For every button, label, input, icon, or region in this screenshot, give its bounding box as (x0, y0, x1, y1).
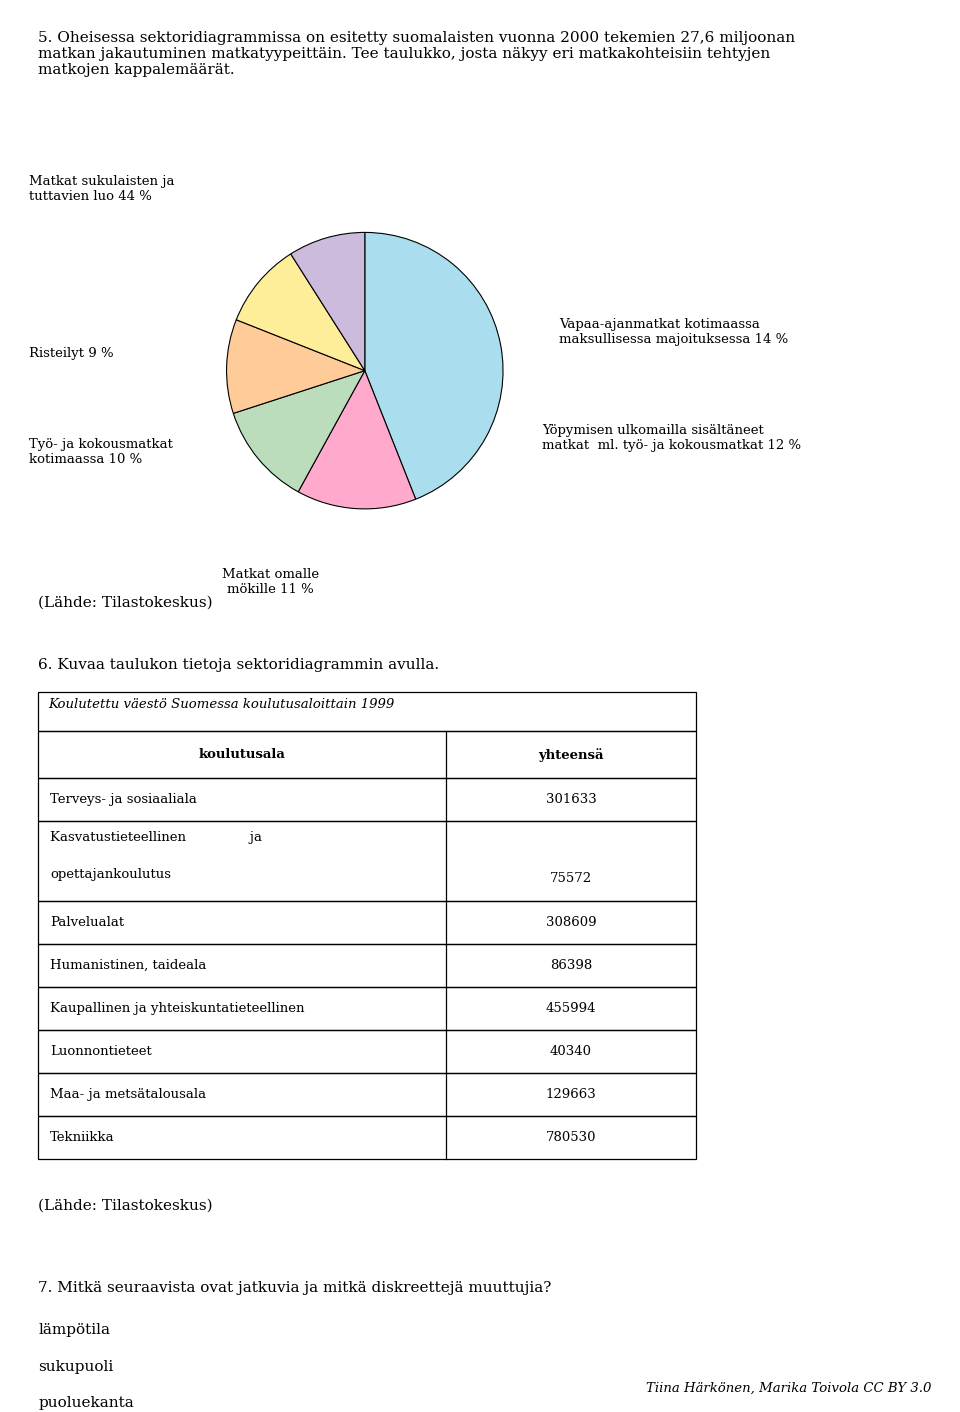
Text: Humanistinen, taideala: Humanistinen, taideala (50, 959, 206, 971)
Text: 86398: 86398 (550, 959, 592, 971)
Text: opettajankoulutus: opettajankoulutus (50, 867, 171, 881)
Wedge shape (299, 371, 416, 508)
Text: Luonnontieteet: Luonnontieteet (50, 1045, 152, 1058)
Text: (Lähde: Tilastokeskus): (Lähde: Tilastokeskus) (38, 596, 213, 610)
Text: Tiina Härkönen, Marika Toivola CC BY 3.0: Tiina Härkönen, Marika Toivola CC BY 3.0 (646, 1382, 931, 1395)
Text: 455994: 455994 (546, 1003, 596, 1015)
Text: 308609: 308609 (545, 916, 596, 929)
Text: yhteensä: yhteensä (539, 748, 604, 761)
Text: Terveys- ja sosiaaliala: Terveys- ja sosiaaliala (50, 794, 197, 806)
Text: Yöpymisen ulkomailla sisältäneet
matkat  ml. työ- ja kokousmatkat 12 %: Yöpymisen ulkomailla sisältäneet matkat … (542, 424, 802, 452)
Text: Työ- ja kokousmatkat
kotimaassa 10 %: Työ- ja kokousmatkat kotimaassa 10 % (29, 438, 173, 466)
Wedge shape (291, 233, 365, 371)
Text: (Lähde: Tilastokeskus): (Lähde: Tilastokeskus) (38, 1199, 213, 1213)
Text: Kasvatustieteellinen               ja: Kasvatustieteellinen ja (50, 830, 262, 844)
Text: Palvelualat: Palvelualat (50, 916, 124, 929)
Text: 75572: 75572 (550, 873, 592, 885)
Wedge shape (233, 371, 365, 491)
Text: 301633: 301633 (545, 794, 596, 806)
Wedge shape (227, 319, 365, 414)
Text: 780530: 780530 (546, 1131, 596, 1144)
Text: Maa- ja metsätalousala: Maa- ja metsätalousala (50, 1089, 206, 1101)
Text: Risteilyt 9 %: Risteilyt 9 % (29, 347, 113, 360)
Text: Kaupallinen ja yhteiskuntatieteellinen: Kaupallinen ja yhteiskuntatieteellinen (50, 1003, 304, 1015)
Wedge shape (365, 233, 503, 500)
Text: Matkat omalle
mökille 11 %: Matkat omalle mökille 11 % (222, 568, 320, 596)
Text: sukupuoli: sukupuoli (38, 1360, 113, 1374)
Text: Matkat sukulaisten ja
tuttavien luo 44 %: Matkat sukulaisten ja tuttavien luo 44 % (29, 175, 175, 203)
Text: 6. Kuvaa taulukon tietoja sektoridiagrammin avulla.: 6. Kuvaa taulukon tietoja sektoridiagram… (38, 658, 440, 672)
Text: puoluekanta: puoluekanta (38, 1396, 134, 1411)
Text: Tekniikka: Tekniikka (50, 1131, 114, 1144)
Text: lämpötila: lämpötila (38, 1323, 110, 1337)
Text: Koulutettu väestö Suomessa koulutusaloittain 1999: Koulutettu väestö Suomessa koulutusaloit… (48, 698, 395, 710)
Text: 40340: 40340 (550, 1045, 592, 1058)
Text: 129663: 129663 (545, 1089, 596, 1101)
Wedge shape (236, 254, 365, 371)
Text: koulutusala: koulutusala (199, 748, 286, 761)
Text: 7. Mitkä seuraavista ovat jatkuvia ja mitkä diskreettejä muuttujia?: 7. Mitkä seuraavista ovat jatkuvia ja mi… (38, 1281, 552, 1295)
Text: Vapaa-ajanmatkat kotimaassa
maksullisessa majoituksessa 14 %: Vapaa-ajanmatkat kotimaassa maksullisess… (559, 318, 788, 346)
Text: 5. Oheisessa sektoridiagrammissa on esitetty suomalaisten vuonna 2000 tekemien 2: 5. Oheisessa sektoridiagrammissa on esit… (38, 31, 796, 78)
